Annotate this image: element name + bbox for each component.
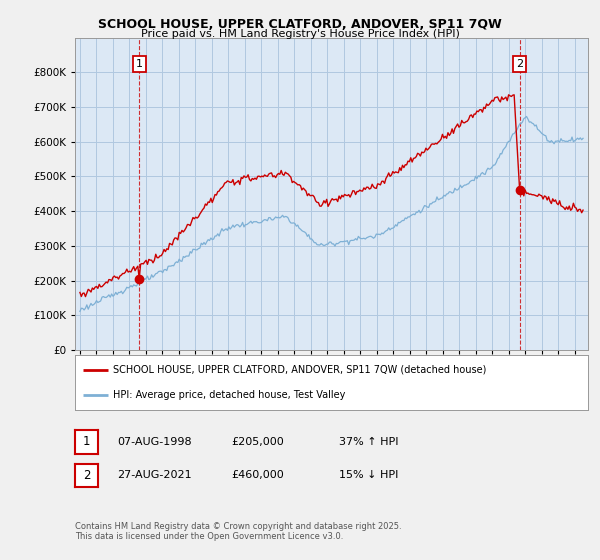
Text: £205,000: £205,000 xyxy=(231,437,284,447)
Text: Contains HM Land Registry data © Crown copyright and database right 2025.
This d: Contains HM Land Registry data © Crown c… xyxy=(75,522,401,542)
Text: 15% ↓ HPI: 15% ↓ HPI xyxy=(339,470,398,480)
Text: 37% ↑ HPI: 37% ↑ HPI xyxy=(339,437,398,447)
Text: 27-AUG-2021: 27-AUG-2021 xyxy=(117,470,191,480)
Text: 1: 1 xyxy=(83,435,90,449)
Text: HPI: Average price, detached house, Test Valley: HPI: Average price, detached house, Test… xyxy=(113,390,346,400)
Text: 2: 2 xyxy=(516,59,523,69)
Text: 1: 1 xyxy=(136,59,143,69)
Text: £460,000: £460,000 xyxy=(231,470,284,480)
Text: 2: 2 xyxy=(83,469,90,482)
Text: SCHOOL HOUSE, UPPER CLATFORD, ANDOVER, SP11 7QW: SCHOOL HOUSE, UPPER CLATFORD, ANDOVER, S… xyxy=(98,18,502,31)
Text: 07-AUG-1998: 07-AUG-1998 xyxy=(117,437,191,447)
Text: Price paid vs. HM Land Registry's House Price Index (HPI): Price paid vs. HM Land Registry's House … xyxy=(140,29,460,39)
Text: SCHOOL HOUSE, UPPER CLATFORD, ANDOVER, SP11 7QW (detached house): SCHOOL HOUSE, UPPER CLATFORD, ANDOVER, S… xyxy=(113,365,487,375)
